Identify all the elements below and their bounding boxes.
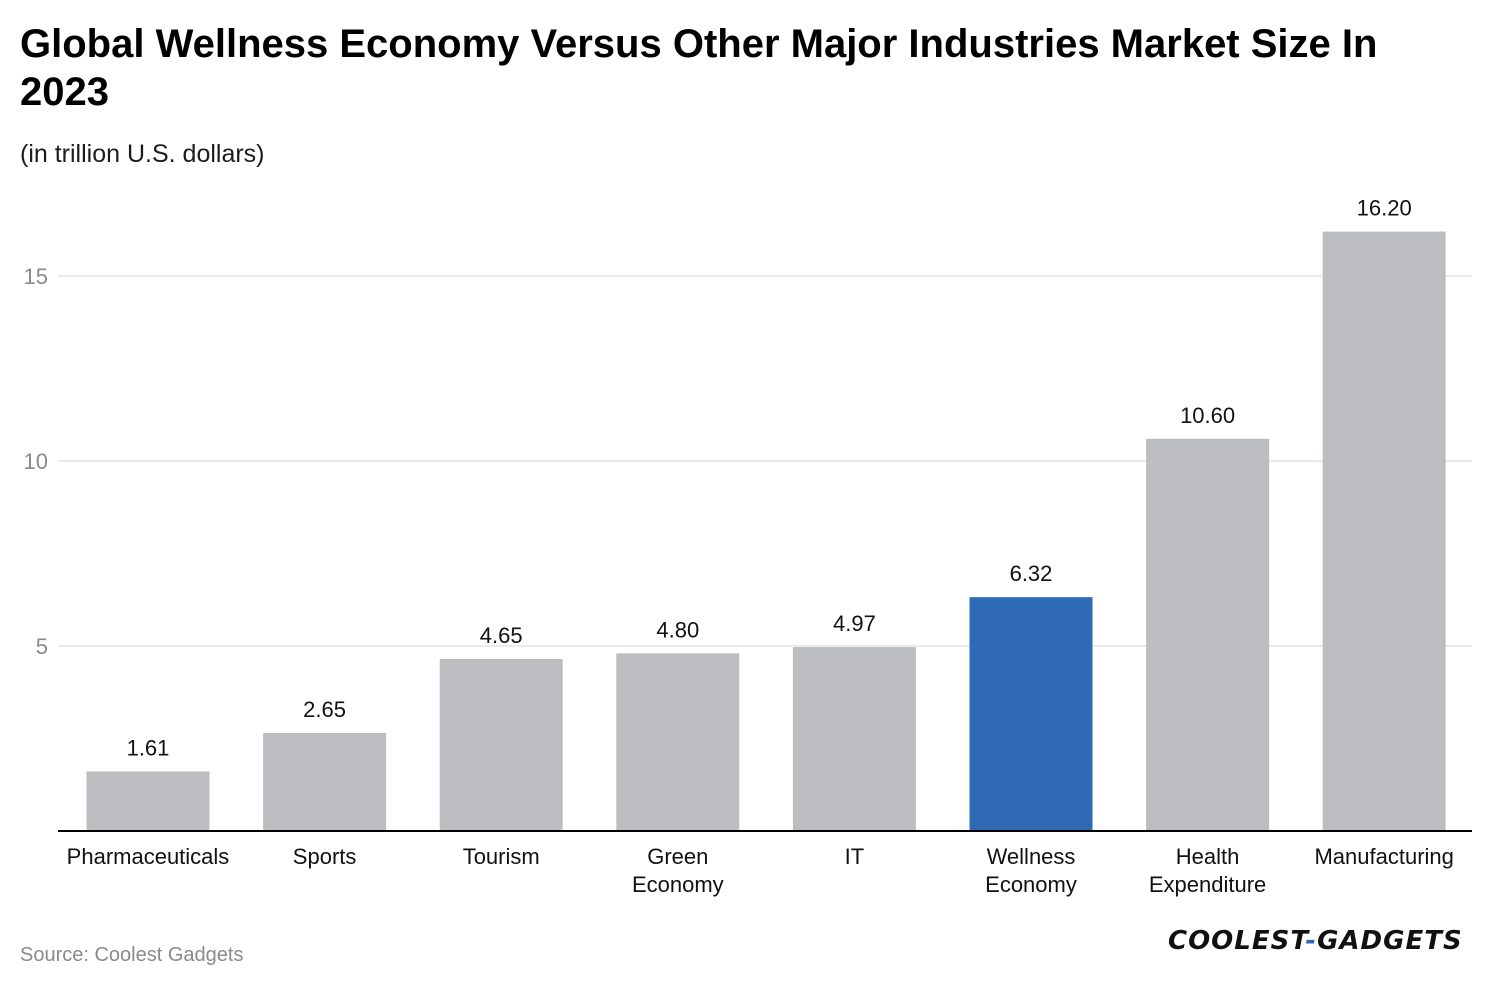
bar <box>263 732 387 831</box>
x-tick-label: Pharmaceuticals <box>67 844 230 869</box>
logo-right-text: GADGETS <box>1317 926 1463 956</box>
logo-left-text: COOLEST <box>1168 926 1306 956</box>
brand-logo: COOLEST-GADGETS <box>1168 926 1463 956</box>
x-tick-label: Expenditure <box>1149 872 1266 897</box>
x-tick-label: Economy <box>632 872 724 897</box>
x-tick-label: Economy <box>985 872 1077 897</box>
bar <box>616 653 740 831</box>
bar-value-label: 16.20 <box>1357 196 1412 221</box>
bar-value-label: 4.65 <box>480 623 523 648</box>
x-tick-label: Sports <box>293 844 357 869</box>
bar-value-label: 2.65 <box>303 697 346 722</box>
bar <box>1322 231 1446 832</box>
y-tick-label: 10 <box>24 449 48 474</box>
bar-value-label: 4.80 <box>656 617 699 642</box>
x-tick-label: Health <box>1176 844 1240 869</box>
bar <box>969 597 1093 831</box>
x-tick-label: IT <box>845 844 865 869</box>
logo-dash: - <box>1305 926 1318 956</box>
y-tick-label: 15 <box>24 264 48 289</box>
bar-value-label: 6.32 <box>1010 561 1053 586</box>
bar-value-label: 1.61 <box>127 735 170 760</box>
chart-title: Global Wellness Economy Versus Other Maj… <box>20 22 1378 114</box>
bar-value-label: 4.97 <box>833 611 876 636</box>
x-tick-label: Manufacturing <box>1314 844 1453 869</box>
x-tick-label: Green <box>647 844 708 869</box>
chart-subtitle: (in trillion U.S. dollars) <box>20 140 265 168</box>
bar <box>439 658 563 831</box>
source-note: Source: Coolest Gadgets <box>20 944 244 966</box>
y-tick-label: 5 <box>36 634 48 659</box>
bar <box>1146 438 1270 831</box>
bar-value-label: 10.60 <box>1180 403 1235 428</box>
bar <box>792 647 916 831</box>
x-tick-label: Wellness <box>987 844 1076 869</box>
bar <box>86 771 210 831</box>
x-tick-label: Tourism <box>463 844 540 869</box>
